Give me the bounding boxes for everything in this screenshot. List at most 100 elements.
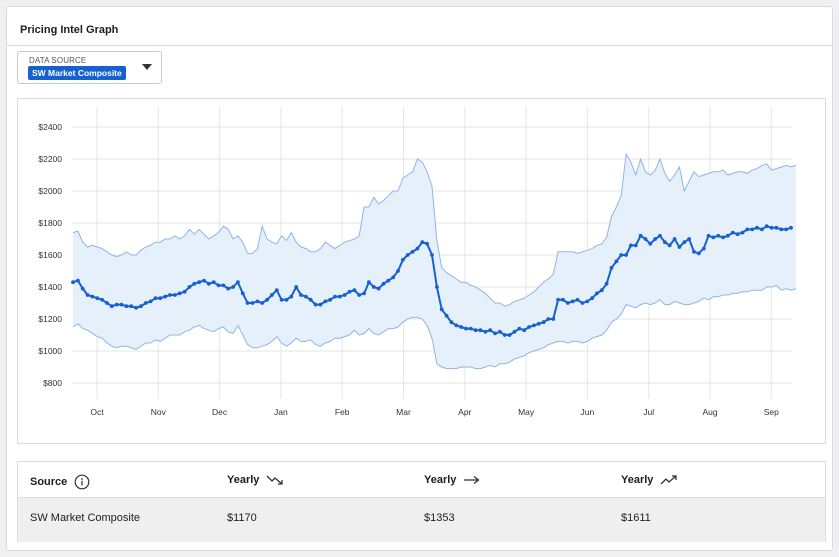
price-point xyxy=(716,233,721,238)
x-tick-label: Dec xyxy=(212,407,228,417)
x-tick-label: Jul xyxy=(643,407,654,417)
price-point xyxy=(231,285,236,289)
price-point xyxy=(391,275,396,280)
range-low-line xyxy=(72,284,797,370)
y-tick-label: $1200 xyxy=(38,314,62,324)
price-point xyxy=(682,240,687,245)
price-point xyxy=(619,253,624,257)
price-point xyxy=(318,302,323,307)
y-tick-label: $2000 xyxy=(38,186,62,196)
price-point xyxy=(769,225,774,230)
header-yearly-high: Yearly xyxy=(621,474,678,486)
price-point xyxy=(265,297,269,302)
price-point xyxy=(473,328,478,333)
price-point xyxy=(493,331,497,336)
price-point xyxy=(541,320,546,325)
price-point xyxy=(507,333,512,337)
price-point xyxy=(114,302,119,307)
price-point xyxy=(599,288,604,293)
price-point xyxy=(362,291,366,296)
price-point xyxy=(551,317,556,321)
price-point xyxy=(347,289,352,294)
range-high-line xyxy=(72,152,797,307)
x-tick-label: Feb xyxy=(335,407,350,417)
price-point xyxy=(604,281,609,286)
price-point xyxy=(129,304,134,309)
price-point xyxy=(561,297,565,302)
price-point xyxy=(352,288,357,293)
x-tick-label: Jun xyxy=(581,407,595,417)
price-point xyxy=(279,297,284,302)
price-point xyxy=(430,253,434,257)
caret-down-icon[interactable] xyxy=(142,64,152,70)
price-point xyxy=(696,251,701,256)
price-point xyxy=(454,323,459,328)
price-point xyxy=(556,297,560,302)
trend-flat-icon xyxy=(464,476,481,485)
price-point xyxy=(177,291,182,296)
info-icon[interactable] xyxy=(74,474,90,490)
price-point xyxy=(784,227,788,232)
price-point xyxy=(667,243,672,248)
price-chart: $800 $1000 $1200 $1400 $1600 $1800 $2000 $2200 $… xyxy=(38,107,797,417)
price-point xyxy=(735,232,740,237)
trend-up-icon xyxy=(661,475,678,485)
price-point xyxy=(522,328,527,333)
header-yearly-mid: Yearly xyxy=(424,474,481,486)
price-point xyxy=(740,230,745,235)
price-point xyxy=(396,269,400,273)
price-point xyxy=(595,291,599,296)
price-point xyxy=(182,289,187,294)
y-tick-label: $1000 xyxy=(38,346,62,356)
price-point xyxy=(187,285,192,289)
header-yearly-high-label: Yearly xyxy=(621,474,654,486)
price-point xyxy=(158,296,163,301)
price-point xyxy=(119,302,124,307)
price-point xyxy=(629,243,633,248)
price-point xyxy=(289,294,294,299)
price-point xyxy=(730,230,735,235)
panel-title: Pricing Intel Graph xyxy=(20,24,119,36)
price-point xyxy=(236,280,240,285)
data-source-select[interactable]: DATA SOURCE SW Market Composite xyxy=(17,51,162,84)
price-point xyxy=(153,296,158,301)
price-point xyxy=(420,240,425,245)
price-point xyxy=(109,304,114,309)
price-point xyxy=(779,227,784,232)
price-chart-container: $800 $1000 $1200 $1400 $1600 $1800 $2000 $2200 $… xyxy=(17,98,826,444)
price-point xyxy=(536,321,541,326)
price-point xyxy=(173,293,177,297)
price-point xyxy=(760,227,764,232)
price-point xyxy=(95,296,100,301)
price-point xyxy=(449,320,454,325)
price-point xyxy=(197,280,202,285)
price-point xyxy=(565,301,570,305)
y-tick-label: $2400 xyxy=(38,122,62,132)
price-point xyxy=(701,246,706,251)
price-point xyxy=(502,333,507,337)
price-point xyxy=(221,283,226,288)
price-point xyxy=(206,281,211,286)
price-point xyxy=(134,305,138,310)
cell-yearly-mid: $1353 xyxy=(424,512,455,524)
price-point xyxy=(405,253,410,257)
price-point xyxy=(313,302,318,307)
price-point xyxy=(124,304,129,309)
price-point xyxy=(143,301,148,305)
price-point xyxy=(658,233,662,238)
x-tick-label: May xyxy=(518,407,535,417)
x-tick-label: Apr xyxy=(458,407,471,417)
price-point xyxy=(80,286,85,291)
price-point xyxy=(323,299,328,304)
price-point xyxy=(789,225,793,230)
price-point xyxy=(328,297,332,302)
price-point xyxy=(774,225,779,230)
cell-yearly-low: $1170 xyxy=(227,512,257,524)
x-tick-label: Jan xyxy=(274,407,288,417)
price-point xyxy=(270,293,274,297)
price-point xyxy=(386,278,391,283)
price-point xyxy=(444,313,449,318)
x-tick-label: Oct xyxy=(90,407,104,417)
price-point xyxy=(764,224,769,229)
price-point xyxy=(585,299,590,304)
